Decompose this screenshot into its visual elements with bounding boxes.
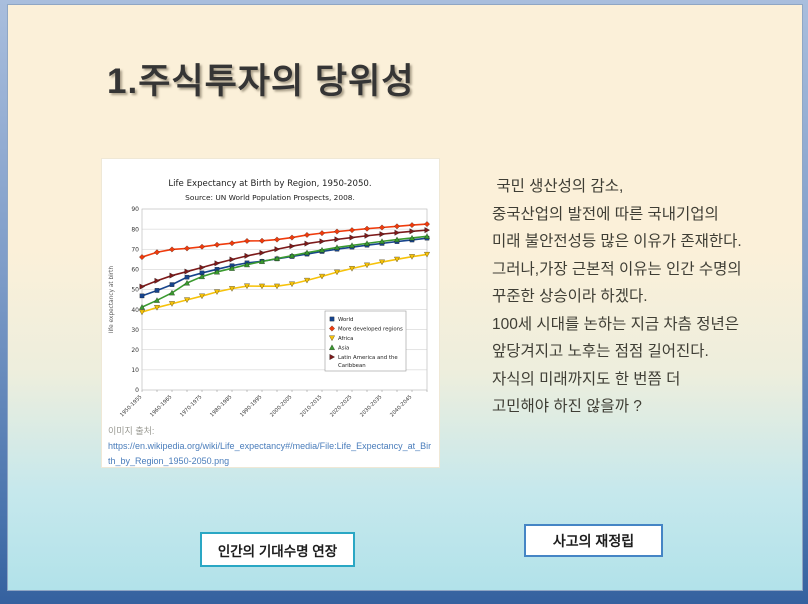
svg-text:More developed regions: More developed regions [338, 327, 403, 333]
svg-text:Life Expectancy at Birth by Re: Life Expectancy at Birth by Region, 1950… [168, 179, 371, 189]
svg-text:Africa: Africa [338, 336, 353, 342]
svg-text:life expectancy at birth: life expectancy at birth [109, 266, 115, 334]
svg-text:60: 60 [131, 267, 139, 274]
svg-text:90: 90 [131, 206, 139, 213]
image-source-label: 이미지 출처: [108, 426, 155, 436]
svg-text:20: 20 [131, 347, 139, 354]
svg-text:50: 50 [131, 287, 139, 294]
svg-text:2020-2025: 2020-2025 [329, 394, 353, 418]
svg-text:80: 80 [131, 226, 139, 233]
svg-text:1990-1995: 1990-1995 [239, 394, 263, 418]
svg-text:1980-1985: 1980-1985 [209, 394, 233, 418]
svg-text:1960-1965: 1960-1965 [149, 394, 173, 418]
svg-text:40: 40 [131, 307, 139, 314]
life-expectancy-chart: Life Expectancy at Birth by Region, 1950… [109, 179, 431, 418]
callout-left: 인간의 기대수명 연장 [200, 532, 355, 567]
slide-canvas: 1.주식투자의 당위성 Life Expectancy at Birth by … [7, 4, 803, 591]
svg-text:World: World [338, 317, 353, 323]
callout-right: 사고의 재정립 [524, 524, 663, 557]
svg-text:2040-2045: 2040-2045 [389, 394, 413, 418]
svg-text:2010-2015: 2010-2015 [299, 394, 323, 418]
svg-text:70: 70 [131, 246, 139, 253]
life-expectancy-chart-image: Life Expectancy at Birth by Region, 1950… [101, 158, 440, 468]
slide-body-text: 국민 생산성의 감소, 중국산업의 발전에 따른 국내기업의 미래 불안전성등 … [492, 178, 742, 415]
svg-text:1950-1955: 1950-1955 [119, 394, 143, 418]
callout-left-label: 인간의 기대수명 연장 [217, 543, 338, 559]
slide-title: 1.주식투자의 당위성 [107, 62, 415, 101]
svg-text:10: 10 [131, 367, 139, 374]
image-source-url-link[interactable]: https://en.wikipedia.org/wiki/Life_expec… [108, 441, 432, 466]
svg-text:2030-2035: 2030-2035 [359, 394, 383, 418]
image-source-block: 이미지 출처: https://en.wikipedia.org/wiki/Li… [108, 424, 432, 469]
svg-text:1970-1975: 1970-1975 [179, 394, 203, 418]
svg-text:0: 0 [135, 387, 139, 394]
svg-text:30: 30 [131, 327, 139, 334]
svg-text:Latin America and the: Latin America and the [338, 355, 398, 361]
svg-text:Caribbean: Caribbean [338, 363, 366, 369]
svg-text:Asia: Asia [338, 346, 349, 352]
svg-text:Source: UN World Population Pr: Source: UN World Population Prospects, 2… [185, 193, 355, 202]
svg-text:2000-2005: 2000-2005 [269, 394, 293, 418]
callout-right-label: 사고의 재정립 [552, 532, 635, 549]
